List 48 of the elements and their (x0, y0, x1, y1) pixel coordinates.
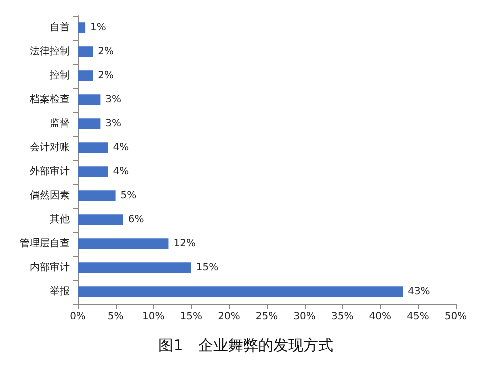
text: 图1 企业舞弊的发现方式 (158, 336, 334, 354)
y-tick-label: 会计对账 (30, 142, 70, 154)
data-label: 15% (196, 262, 219, 274)
x-tick-label: 25% (256, 312, 278, 322)
x-tick-label: 40% (369, 312, 392, 322)
y-tick-label: 控制 (50, 70, 70, 82)
y-tick-label: 自首 (50, 22, 70, 34)
x-tick-label: 30% (294, 312, 316, 322)
y-tick-label: 档案检查 (29, 94, 70, 106)
data-label: 3% (106, 94, 122, 106)
x-tick-label: 20% (218, 312, 240, 322)
bar (78, 70, 94, 82)
y-tick-label: 法律控制 (30, 46, 70, 58)
data-label: 1% (90, 22, 106, 34)
bar (78, 142, 108, 154)
y-tick-label: 外部审计 (30, 166, 70, 178)
x-tick-label: 35% (331, 312, 354, 322)
bar (78, 166, 108, 178)
bar (78, 190, 116, 202)
x-tick-label: 0% (70, 312, 86, 322)
data-label: 2% (98, 46, 114, 58)
bar (78, 262, 192, 274)
y-tick-label: 其他 (50, 214, 70, 226)
bar (78, 286, 404, 298)
y-tick-label: 举报 (50, 286, 70, 298)
data-label: 3% (106, 118, 122, 130)
bar (78, 46, 94, 58)
bar (78, 238, 169, 250)
x-tick-label: 5% (108, 312, 124, 322)
data-label: 4% (113, 166, 130, 178)
x-tick-label: 45% (407, 312, 430, 322)
bar (78, 22, 86, 34)
y-tick-label: 偶然因素 (30, 190, 70, 202)
x-tick-label: 15% (180, 312, 203, 322)
data-label: 6% (128, 214, 144, 226)
x-tick-label: 10% (142, 312, 165, 322)
data-label: 2% (98, 70, 114, 82)
data-label: 4% (113, 142, 130, 154)
data-label: 43% (408, 286, 430, 298)
bar (78, 94, 101, 106)
data-label: 12% (174, 238, 196, 250)
y-tick-label: 监督 (50, 118, 70, 130)
y-tick-label: 内部审计 (30, 262, 70, 274)
y-tick-label: 管理层自查 (20, 238, 70, 250)
data-label: 5% (120, 190, 137, 202)
x-tick-label: 50% (444, 312, 468, 322)
bar (78, 118, 101, 130)
bar (78, 214, 124, 226)
